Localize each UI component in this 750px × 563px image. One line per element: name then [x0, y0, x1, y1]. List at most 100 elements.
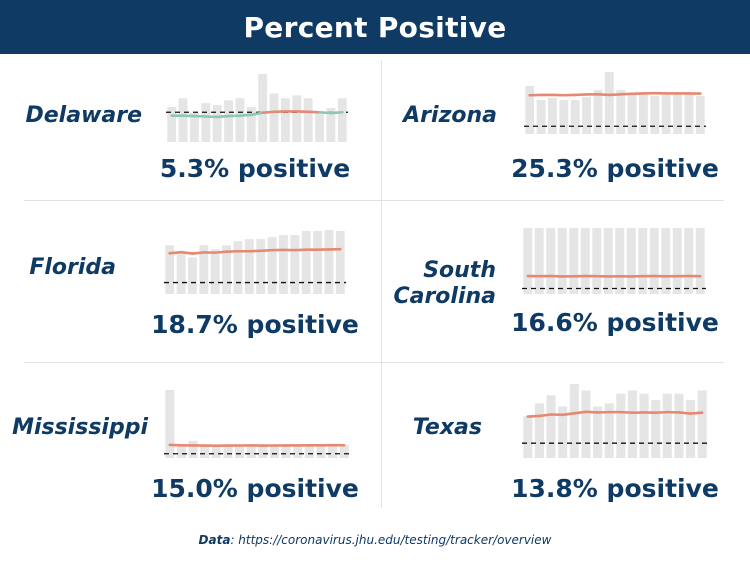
column-divider [381, 60, 382, 508]
test-volume-bar [580, 228, 590, 294]
test-volume-bar [244, 239, 254, 294]
test-volume-bar [582, 97, 591, 134]
test-volume-bar [627, 94, 637, 134]
percent-positive-label: 25.3% positive [511, 154, 719, 183]
positive-rate-line-segment [538, 413, 553, 418]
test-volume-bar [190, 112, 199, 142]
test-volume-bar [210, 249, 220, 294]
positive-rate-line-segment [213, 250, 228, 254]
test-volume-bar [672, 228, 682, 294]
test-volume-bar [304, 445, 314, 458]
positive-rate-line-segment [584, 410, 599, 414]
test-volume-bar [269, 93, 279, 142]
test-volume-bar [695, 228, 705, 294]
test-volume-bar [337, 98, 347, 142]
test-volume-bar [604, 72, 614, 134]
test-volume-bar [201, 103, 211, 142]
positive-rate-line-segment [179, 250, 194, 255]
test-volume-bar [200, 445, 210, 458]
test-volume-bar [324, 230, 334, 294]
test-volume-bar [256, 239, 266, 294]
test-volume-bar [616, 393, 626, 458]
test-volume-bar [222, 245, 231, 294]
test-volume-bar [639, 94, 648, 134]
test-volume-bar [593, 406, 603, 458]
test-volume-bar [303, 98, 313, 142]
sparkline-chart [166, 74, 348, 142]
test-volume-bar [546, 228, 556, 294]
data-source-url[interactable]: : https://coronavirus.jhu.edu/testing/tr… [230, 533, 552, 547]
test-volume-bar [695, 96, 705, 134]
test-volume-bar [224, 100, 233, 142]
test-volume-bar [650, 96, 660, 134]
test-volume-bar [536, 100, 546, 134]
test-volume-bar [673, 94, 682, 134]
test-volume-bar [557, 228, 567, 294]
test-volume-bar [523, 416, 533, 458]
row-divider-1 [24, 200, 724, 201]
positive-rate-line-segment [329, 110, 344, 115]
test-volume-bar [235, 98, 245, 142]
data-source-note: Data: https://coronavirus.jhu.edu/testin… [0, 533, 750, 547]
test-volume-bar [674, 393, 684, 458]
test-volume-bar [569, 384, 579, 458]
percent-positive-label: 15.0% positive [151, 474, 359, 503]
row-divider-2 [24, 362, 724, 363]
positive-rate-line-segment [215, 114, 230, 119]
positive-rate-line-segment [561, 412, 576, 417]
percent-positive-label: 16.6% positive [511, 308, 719, 337]
test-volume-bar [534, 228, 544, 294]
test-volume-bar [559, 100, 569, 134]
test-volume-bar [246, 445, 256, 458]
test-volume-bar [615, 228, 625, 294]
test-volume-bar [267, 237, 277, 294]
state-name: Arizona [403, 103, 497, 128]
positive-rate-line-segment [654, 410, 669, 415]
test-volume-bar [603, 228, 613, 294]
test-volume-bar [581, 390, 591, 458]
test-volume-bar [686, 400, 696, 458]
test-volume-bar [176, 445, 186, 458]
test-volume-bar [290, 235, 300, 294]
test-volume-bar [697, 390, 707, 458]
data-source-label: Data [198, 533, 231, 547]
positive-rate-line-segment [191, 251, 206, 255]
positive-rate-line-segment [526, 414, 541, 418]
test-volume-bar [293, 445, 303, 458]
test-volume-bar [649, 228, 659, 294]
positive-rate-line-segment [261, 110, 276, 114]
test-volume-bar [335, 231, 345, 294]
percent-positive-label: 5.3% positive [159, 154, 351, 183]
state-name: Texas [412, 415, 482, 440]
test-volume-bar [223, 445, 233, 458]
test-volume-bar [258, 74, 268, 142]
test-volume-bar [661, 228, 671, 294]
test-volume-bar [315, 112, 324, 142]
test-volume-bar [326, 108, 336, 142]
test-volume-bar [534, 403, 544, 458]
test-volume-bar [212, 105, 222, 142]
test-volume-bar [167, 107, 177, 142]
test-volume-bar [339, 445, 349, 458]
test-volume-bar [199, 245, 209, 294]
test-volume-bar [627, 390, 637, 458]
percent-positive-label: 13.8% positive [511, 474, 719, 503]
positive-rate-line-segment [259, 248, 274, 253]
percent-positive-label: 18.7% positive [151, 310, 359, 339]
test-volume-bar [593, 90, 603, 134]
test-volume-bar [269, 445, 279, 458]
test-volume-bar [313, 231, 322, 294]
test-volume-bar [548, 98, 557, 134]
test-volume-bar [176, 251, 186, 294]
test-volume-bar [662, 393, 672, 458]
test-volume-bar [281, 98, 290, 142]
test-volume-bar [258, 445, 268, 458]
state-name: Florida [29, 255, 116, 280]
positive-rate-line-segment [573, 410, 588, 415]
sparkline-chart [164, 390, 350, 458]
test-volume-bar [626, 228, 636, 294]
test-volume-bar [165, 245, 175, 294]
test-volume-bar [316, 445, 326, 458]
test-volume-bar [684, 94, 694, 134]
positive-rate-line-segment [318, 110, 333, 115]
